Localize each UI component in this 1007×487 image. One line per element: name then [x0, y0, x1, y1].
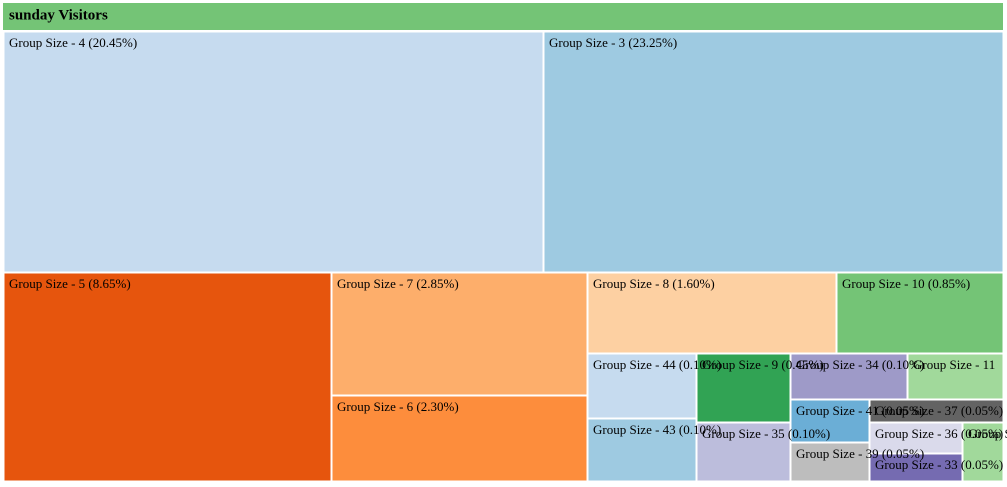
treemap-cell	[907, 353, 1004, 400]
treemap-cell	[962, 422, 1004, 482]
cell-label: Group Size - 41 (0.05%)	[796, 403, 924, 418]
cell-label: Group Size - 3 (23.25%)	[549, 35, 677, 50]
title-bar	[3, 3, 1003, 30]
treemap-cell	[3, 272, 332, 482]
treemap-cell	[836, 272, 1004, 354]
treemap-cell	[587, 353, 697, 419]
cell-label: Group Size - 6 (2.30%)	[337, 399, 459, 414]
cell-label: Group Size - 34 (0.10%)	[796, 357, 924, 372]
cell-label: Group Size - 37 (0.05%)	[875, 403, 1003, 418]
cell-label: Group Size - 5 (8.65%)	[9, 276, 131, 291]
cell-label: Group Size - 36 (0.05%)	[875, 426, 1003, 441]
cell-label: Group Size - 11	[913, 357, 995, 372]
treemap-cell	[696, 422, 791, 482]
cell-label: Group Size - 8 (1.60%)	[593, 276, 715, 291]
cell-label: Group Size - 33 (0.05%)	[875, 457, 1003, 472]
treemap-cell	[587, 418, 697, 482]
cell-label: Group Size - 9 (0.45%)	[702, 357, 824, 372]
cell-label: Group Size - 10 (0.85%)	[842, 276, 970, 291]
treemap-cell	[587, 272, 837, 354]
treemap-cell	[696, 353, 791, 423]
chart-title: sunday Visitors	[9, 7, 108, 23]
treemap-cell	[869, 422, 963, 454]
treemap-cell	[543, 31, 1004, 273]
treemap-cell	[869, 399, 1004, 423]
cell-label: Group Size - 39 (0.05%)	[796, 446, 924, 461]
treemap-cell	[331, 272, 588, 396]
treemap-cell	[869, 453, 963, 482]
treemap-cell	[790, 353, 908, 400]
treemap-cell	[3, 31, 544, 273]
cell-label: Group Size - 44 (0.10%)	[593, 357, 721, 372]
cell-label: Group Size - 4 (20.45%)	[9, 35, 137, 50]
treemap-cell	[790, 399, 870, 443]
cell-label: Group Size - 35 (0.10%)	[702, 426, 830, 441]
treemap-cell	[790, 442, 870, 482]
cell-label: Group Size - 43 (0.10%)	[593, 422, 721, 437]
cell-label: Group Size - 7 (2.85%)	[337, 276, 459, 291]
treemap-cell	[331, 395, 588, 482]
cell-label: Group Size	[968, 426, 1007, 441]
